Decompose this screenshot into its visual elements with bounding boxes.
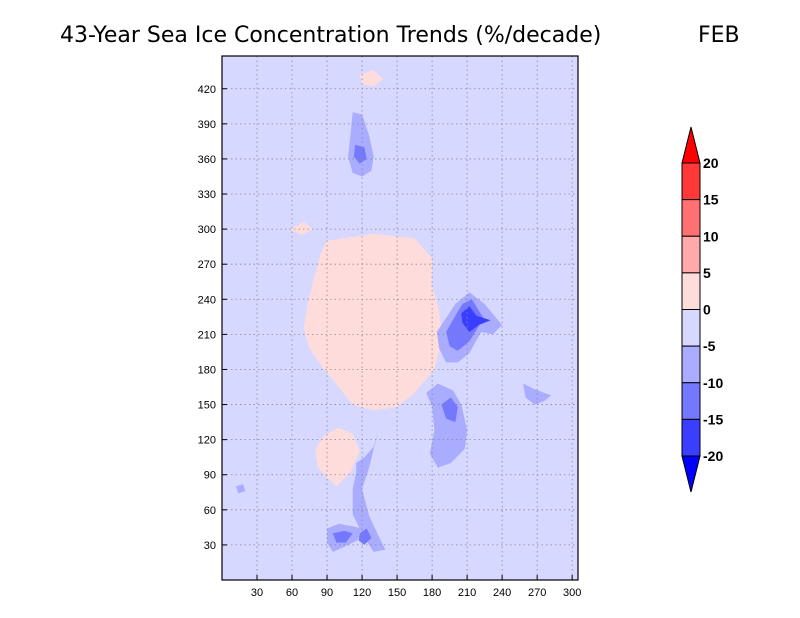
trend-region-3 (289, 222, 313, 235)
y-tick-label: 210 (198, 329, 216, 341)
y-tick-label: 360 (198, 154, 216, 166)
y-tick-label: 330 (198, 189, 216, 201)
colorbar-label: -10 (703, 375, 723, 391)
colorbar-bin (681, 162, 701, 201)
colorbar-label: 15 (703, 192, 719, 208)
x-tick-label: 240 (493, 587, 511, 599)
trend-region-11 (352, 430, 386, 552)
trend-region-4 (348, 112, 374, 177)
colorbar-label: 0 (703, 302, 711, 318)
colorbar-label: -5 (703, 338, 716, 354)
colorbar-bin (681, 418, 701, 457)
colorbar: 20 15 10 5 0 -5 -10 -15 -20 (681, 126, 723, 493)
y-tick-label: 390 (198, 119, 216, 131)
trend-region-8 (461, 306, 491, 332)
colorbar-bin (681, 199, 701, 237)
y-tick-label: 90 (204, 470, 216, 482)
colorbar-bin (681, 126, 701, 164)
y-tick-label: 120 (198, 435, 216, 447)
month-label: FEB (698, 23, 740, 48)
grid-lines (222, 56, 578, 580)
y-tick-label: 240 (198, 294, 216, 306)
colorbar-label: 20 (703, 155, 719, 171)
y-tick-label: 300 (198, 224, 216, 236)
colorbar-bin (681, 345, 701, 384)
colorbar-bin (681, 309, 701, 347)
trend-region-10 (441, 397, 458, 423)
y-tick-label: 60 (204, 505, 216, 517)
y-tick-label: 30 (204, 540, 216, 552)
trend-region-0 (303, 233, 442, 411)
chart-title: 43-Year Sea Ice Concentration Trends (%/… (60, 23, 601, 48)
y-tick-label: 150 (198, 400, 216, 412)
x-axis: 30 60 90 120 150 180 210 240 270 300 (251, 575, 581, 599)
x-tick-label: 210 (458, 587, 476, 599)
trend-region-14 (332, 530, 353, 543)
colorbar-bin (681, 455, 701, 493)
trend-region-12 (358, 528, 372, 545)
x-tick-label: 180 (423, 587, 441, 599)
colorbar-label: -15 (703, 411, 723, 427)
x-tick-label: 90 (321, 587, 333, 599)
trend-regions (236, 70, 552, 552)
colorbar-label: 5 (703, 265, 711, 281)
colorbar-bin (681, 272, 701, 310)
y-axis: 30 60 90 120 150 180 210 240 270 300 330 360 390 420 (198, 84, 227, 552)
y-tick-label: 270 (198, 259, 216, 271)
trend-region-1 (315, 427, 360, 487)
x-tick-label: 60 (286, 587, 298, 599)
y-tick-label: 180 (198, 364, 216, 376)
x-tick-label: 150 (388, 587, 406, 599)
x-tick-label: 30 (251, 587, 263, 599)
colorbar-label: 10 (703, 228, 719, 244)
trend-region-16 (236, 484, 246, 494)
x-tick-label: 300 (563, 587, 581, 599)
x-tick-label: 120 (353, 587, 371, 599)
y-tick-label: 420 (198, 84, 216, 96)
colorbar-bin (681, 382, 701, 420)
colorbar-bin (681, 235, 701, 274)
colorbar-label: -20 (703, 448, 723, 464)
plot-frame (221, 55, 579, 581)
trend-region-2 (359, 70, 384, 87)
x-tick-label: 270 (528, 587, 546, 599)
